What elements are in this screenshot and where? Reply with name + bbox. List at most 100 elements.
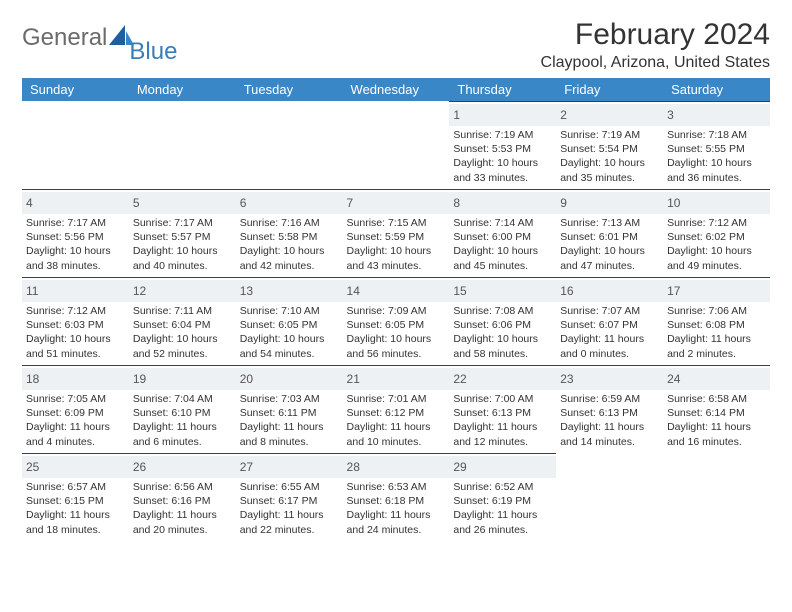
calendar-cell [236, 101, 343, 189]
day-number: 7 [347, 196, 354, 210]
day-number: 4 [26, 196, 33, 210]
day-cell: 9Sunrise: 7:13 AMSunset: 6:01 PMDaylight… [556, 189, 663, 277]
day-number: 6 [240, 196, 247, 210]
day-cell: 2Sunrise: 7:19 AMSunset: 5:54 PMDaylight… [556, 101, 663, 189]
day-number-row: 14 [343, 280, 450, 302]
calendar-body: 1 Sunrise: 7:19 AMSunset: 5:53 PMDaylight… [22, 101, 770, 541]
calendar-cell: 2Sunrise: 7:19 AMSunset: 5:54 PMDaylight… [556, 101, 663, 189]
day-number: 5 [133, 196, 140, 210]
day-number: 9 [560, 196, 567, 210]
calendar-cell: 19Sunrise: 7:04 AMSunset: 6:10 PMDayligh… [129, 365, 236, 453]
day-details: Sunrise: 6:53 AMSunset: 6:18 PMDaylight:… [347, 480, 446, 537]
weekday-header: Tuesday [236, 78, 343, 101]
day-cell: 24Sunrise: 6:58 AMSunset: 6:14 PMDayligh… [663, 365, 770, 453]
day-number: 28 [347, 460, 360, 474]
day-details: Sunrise: 7:11 AMSunset: 6:04 PMDaylight:… [133, 304, 232, 361]
day-cell: 23Sunrise: 6:59 AMSunset: 6:13 PMDayligh… [556, 365, 663, 453]
weekday-header: Friday [556, 78, 663, 101]
day-number-row: 26 [129, 456, 236, 478]
day-number-row: 17 [663, 280, 770, 302]
calendar-cell: 23Sunrise: 6:59 AMSunset: 6:13 PMDayligh… [556, 365, 663, 453]
day-details: Sunrise: 7:12 AMSunset: 6:03 PMDaylight:… [26, 304, 125, 361]
day-number-row: 7 [343, 192, 450, 214]
day-number: 8 [453, 196, 460, 210]
calendar-cell: 18Sunrise: 7:05 AMSunset: 6:09 PMDayligh… [22, 365, 129, 453]
weekday-header: Thursday [449, 78, 556, 101]
location-text: Claypool, Arizona, United States [541, 54, 770, 72]
day-cell: 7Sunrise: 7:15 AMSunset: 5:59 PMDaylight… [343, 189, 450, 277]
calendar-table: SundayMondayTuesdayWednesdayThursdayFrid… [22, 78, 770, 541]
calendar-row: 11 Sunrise: 7:12 AMSunset: 6:03 PMDayligh… [22, 277, 770, 365]
day-cell: 4 Sunrise: 7:17 AMSunset: 5:56 PMDaylight… [22, 189, 129, 277]
calendar-cell [22, 101, 129, 189]
day-cell: 10Sunrise: 7:12 AMSunset: 6:02 PMDayligh… [663, 189, 770, 277]
day-cell: 17Sunrise: 7:06 AMSunset: 6:08 PMDayligh… [663, 277, 770, 365]
day-details: Sunrise: 7:19 AMSunset: 5:53 PMDaylight:… [453, 128, 552, 185]
calendar-cell [556, 453, 663, 541]
calendar-cell: 13Sunrise: 7:10 AMSunset: 6:05 PMDayligh… [236, 277, 343, 365]
calendar-cell: 3 Sunrise: 7:18 AMSunset: 5:55 PMDaylight… [663, 101, 770, 189]
day-number: 21 [347, 372, 360, 386]
logo-text-general: General [22, 24, 107, 52]
calendar-cell: 9Sunrise: 7:13 AMSunset: 6:01 PMDaylight… [556, 189, 663, 277]
day-number-row: 12 [129, 280, 236, 302]
weekday-header: Saturday [663, 78, 770, 101]
day-number-row: 25 [22, 456, 129, 478]
day-number: 22 [453, 372, 466, 386]
day-number-row: 1 [449, 104, 556, 126]
day-cell: 25Sunrise: 6:57 AMSunset: 6:15 PMDayligh… [22, 453, 129, 541]
weekday-header: Sunday [22, 78, 129, 101]
calendar-cell: 14 Sunrise: 7:09 AMSunset: 6:05 PMDayligh… [343, 277, 450, 365]
calendar-cell: 5Sunrise: 7:17 AMSunset: 5:57 PMDaylight… [129, 189, 236, 277]
calendar-cell: 24Sunrise: 6:58 AMSunset: 6:14 PMDayligh… [663, 365, 770, 453]
day-number-row: 18 [22, 368, 129, 390]
day-details: Sunrise: 7:19 AMSunset: 5:54 PMDaylight:… [560, 128, 659, 185]
day-number-row: 6 [236, 192, 343, 214]
day-number: 11 [26, 284, 38, 298]
day-cell: 3 Sunrise: 7:18 AMSunset: 5:55 PMDaylight… [663, 101, 770, 189]
calendar-row: 4 Sunrise: 7:17 AMSunset: 5:56 PMDaylight… [22, 189, 770, 277]
logo: General Blue [22, 24, 185, 52]
day-number: 3 [667, 108, 674, 122]
day-details: Sunrise: 7:00 AMSunset: 6:13 PMDaylight:… [453, 392, 552, 449]
calendar-cell: 25Sunrise: 6:57 AMSunset: 6:15 PMDayligh… [22, 453, 129, 541]
day-cell: 5Sunrise: 7:17 AMSunset: 5:57 PMDaylight… [129, 189, 236, 277]
calendar-row: 25Sunrise: 6:57 AMSunset: 6:15 PMDayligh… [22, 453, 770, 541]
day-details: Sunrise: 7:18 AMSunset: 5:55 PMDaylight:… [667, 128, 766, 185]
calendar-row: 18Sunrise: 7:05 AMSunset: 6:09 PMDayligh… [22, 365, 770, 453]
day-cell: 1 Sunrise: 7:19 AMSunset: 5:53 PMDaylight… [449, 101, 556, 189]
day-details: Sunrise: 7:03 AMSunset: 6:11 PMDaylight:… [240, 392, 339, 449]
calendar-cell: 21 Sunrise: 7:01 AMSunset: 6:12 PMDayligh… [343, 365, 450, 453]
calendar-cell: 8Sunrise: 7:14 AMSunset: 6:00 PMDaylight… [449, 189, 556, 277]
weekday-header: Monday [129, 78, 236, 101]
day-number: 10 [667, 196, 680, 210]
day-number-row: 3 [663, 104, 770, 126]
title-block: February 2024 Claypool, Arizona, United … [541, 18, 770, 72]
day-number-row: 4 [22, 192, 129, 214]
day-number-row: 22 [449, 368, 556, 390]
day-number-row: 15 [449, 280, 556, 302]
page-title: February 2024 [541, 18, 770, 52]
calendar-cell: 29Sunrise: 6:52 AMSunset: 6:19 PMDayligh… [449, 453, 556, 541]
day-cell: 11 Sunrise: 7:12 AMSunset: 6:03 PMDayligh… [22, 277, 129, 365]
day-details: Sunrise: 7:17 AMSunset: 5:56 PMDaylight:… [26, 216, 125, 273]
day-number: 13 [240, 284, 253, 298]
day-number: 15 [453, 284, 466, 298]
day-number: 1 [453, 108, 460, 122]
day-details: Sunrise: 7:09 AMSunset: 6:05 PMDaylight:… [347, 304, 446, 361]
day-cell: 26Sunrise: 6:56 AMSunset: 6:16 PMDayligh… [129, 453, 236, 541]
calendar-cell: 20Sunrise: 7:03 AMSunset: 6:11 PMDayligh… [236, 365, 343, 453]
calendar-cell: 7Sunrise: 7:15 AMSunset: 5:59 PMDaylight… [343, 189, 450, 277]
calendar-cell: 17Sunrise: 7:06 AMSunset: 6:08 PMDayligh… [663, 277, 770, 365]
day-number: 17 [667, 284, 680, 298]
calendar-row: 1 Sunrise: 7:19 AMSunset: 5:53 PMDaylight… [22, 101, 770, 189]
day-number: 14 [347, 284, 360, 298]
day-details: Sunrise: 7:08 AMSunset: 6:06 PMDaylight:… [453, 304, 552, 361]
logo-text-blue: Blue [129, 38, 177, 66]
day-number: 27 [240, 460, 253, 474]
day-number-row: 23 [556, 368, 663, 390]
day-number: 24 [667, 372, 680, 386]
day-details: Sunrise: 7:01 AMSunset: 6:12 PMDaylight:… [347, 392, 446, 449]
day-cell: 6Sunrise: 7:16 AMSunset: 5:58 PMDaylight… [236, 189, 343, 277]
day-details: Sunrise: 7:05 AMSunset: 6:09 PMDaylight:… [26, 392, 125, 449]
